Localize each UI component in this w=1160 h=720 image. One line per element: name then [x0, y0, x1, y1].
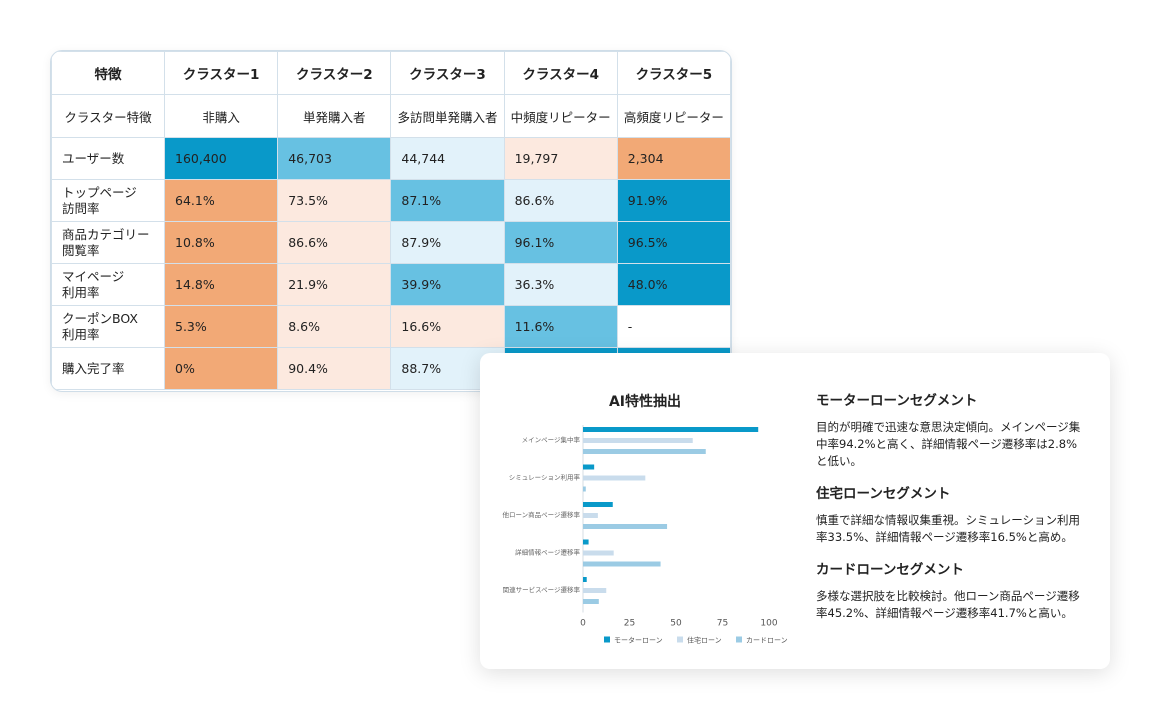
chart-bar — [583, 486, 586, 492]
table-cell: 48.0% — [616, 263, 731, 306]
table-cell: 86.6% — [503, 179, 618, 222]
subheader-label: クラスター特徴 — [51, 94, 165, 138]
table-cell: 46,703 — [277, 137, 392, 180]
table-cell: 2,304 — [616, 137, 731, 180]
chart-bar — [583, 588, 607, 593]
row-feature: 商品カテゴリー 閲覧率 — [51, 221, 165, 264]
segment-text-card: 多様な選択肢を比較検討。他ローン商品ページ遷移率45.2%、詳細情報ページ遷移率… — [816, 589, 1080, 620]
chart-bar — [583, 449, 706, 454]
table-cell: 14.8% — [163, 263, 279, 306]
table-cell: 36.3% — [503, 263, 618, 306]
x-tick-label: 0 — [580, 619, 586, 629]
category-label: 詳細情報ページ遷移率 — [515, 548, 580, 557]
table-cell: 16.6% — [390, 305, 505, 348]
table-row: マイページ 利用率 14.8% 21.9% 39.9% 36.3% 48.0% — [51, 263, 731, 306]
legend-label: モーターローン — [614, 636, 663, 645]
chart-bar — [583, 464, 595, 470]
segment-text-house: 慎重で詳細な情報収集重視。シミュレーション利用率33.5%、詳細情報ページ遷移率… — [816, 513, 1081, 544]
table-header-row: 特徴 クラスター1 クラスター2 クラスター3 クラスター4 クラスター5 — [51, 51, 731, 95]
segment-heading-house: 住宅ローンセグメント — [816, 486, 951, 502]
chart-bar — [583, 539, 589, 545]
cluster-table-card: 特徴 クラスター1 クラスター2 クラスター3 クラスター4 クラスター5 クラ… — [50, 50, 732, 392]
ai-analysis-card: AI特性抽出 メインページ集中率シミュレーション利用率他ローン商品ページ遷移率詳… — [480, 353, 1110, 669]
header-cluster-1: クラスター1 — [163, 51, 279, 95]
table-cell: 44,744 — [390, 137, 505, 180]
legend-swatch — [604, 636, 610, 643]
table-cell: 10.8% — [163, 221, 279, 264]
chart-bar — [583, 475, 646, 481]
chart-bar — [583, 550, 614, 556]
row-feature: クーポンBOX 利用率 — [51, 305, 165, 348]
subheader-cluster-1: 非購入 — [163, 94, 279, 138]
row-feature: マイページ 利用率 — [51, 263, 165, 306]
table-cell: 90.4% — [277, 347, 392, 390]
chart-bar — [583, 427, 759, 432]
x-tick-label: 75 — [717, 619, 728, 629]
legend-label: 住宅ローン — [687, 636, 722, 645]
table-cell: 91.9% — [616, 179, 731, 222]
row-feature: トップページ 訪問率 — [51, 179, 165, 222]
table-cell: 87.1% — [390, 179, 505, 222]
chart-bar — [583, 561, 661, 567]
table-cell: 87.9% — [390, 221, 505, 264]
table-cell: 86.6% — [277, 221, 392, 264]
subheader-cluster-2: 単発購入者 — [277, 94, 392, 138]
table-cell: 19,797 — [503, 137, 618, 180]
feature-bar-chart: メインページ集中率シミュレーション利用率他ローン商品ページ遷移率詳細情報ページ遷… — [502, 425, 788, 645]
header-cluster-3: クラスター3 — [390, 51, 505, 95]
chart-bar — [583, 599, 599, 604]
table-cell: 21.9% — [277, 263, 392, 306]
x-tick-label: 25 — [624, 619, 635, 629]
category-label: 他ローン商品ページ遷移率 — [502, 510, 580, 519]
table-cell: 64.1% — [163, 179, 279, 222]
chart-bar — [583, 577, 587, 582]
row-feature: ユーザー数 — [51, 137, 165, 180]
segment-descriptions: モーターローンセグメント 目的が明確で迅速な意思決定傾向。メインページ集中率94… — [816, 389, 1086, 634]
x-tick-label: 100 — [760, 619, 777, 629]
table-subheader-row: クラスター特徴 非購入 単発購入者 多訪問単発購入者 中頻度リピーター 高頻度リ… — [51, 94, 731, 138]
header-feature: 特徴 — [51, 51, 165, 95]
chart-bar — [583, 502, 613, 507]
chart-bar — [583, 438, 693, 443]
category-label: メインページ集中率 — [522, 435, 581, 444]
category-label: 関連サービスページ遷移率 — [503, 585, 581, 594]
subheader-cluster-5: 高頻度リピーター — [616, 94, 731, 138]
table-cell: 0% — [163, 347, 279, 390]
header-cluster-2: クラスター2 — [277, 51, 392, 95]
table-row: クーポンBOX 利用率 5.3% 8.6% 16.6% 11.6% - — [51, 305, 731, 348]
category-label: シミュレーション利用率 — [509, 473, 581, 482]
table-cell: 39.9% — [390, 263, 505, 306]
legend-swatch — [736, 636, 742, 643]
legend-label: カードローン — [746, 637, 788, 645]
segment-text-motor: 目的が明確で迅速な意思決定傾向。メインページ集中率94.2%と高く、詳細情報ペー… — [816, 420, 1081, 468]
chart-bar — [583, 513, 598, 518]
x-tick-label: 50 — [670, 619, 682, 629]
table-cell: 96.5% — [616, 221, 731, 264]
table-cell: 160,400 — [163, 137, 279, 180]
row-feature: 購入完了率 — [51, 347, 165, 390]
table-row: 商品カテゴリー 閲覧率 10.8% 86.6% 87.9% 96.1% 96.5% — [51, 221, 731, 264]
cluster-table: 特徴 クラスター1 クラスター2 クラスター3 クラスター4 クラスター5 クラ… — [51, 51, 731, 390]
subheader-cluster-4: 中頻度リピーター — [503, 94, 618, 138]
segment-heading-motor: モーターローンセグメント — [816, 393, 978, 409]
chart-bar — [583, 524, 668, 529]
header-cluster-5: クラスター5 — [616, 51, 731, 95]
table-cell: - — [616, 305, 731, 348]
legend-swatch — [677, 636, 683, 643]
chart-title: AI特性抽出 — [608, 394, 682, 410]
table-cell: 96.1% — [503, 221, 618, 264]
segment-heading-card: カードローンセグメント — [816, 562, 964, 578]
header-cluster-4: クラスター4 — [503, 51, 618, 95]
table-row: トップページ 訪問率 64.1% 73.5% 87.1% 86.6% 91.9% — [51, 179, 731, 222]
table-row: ユーザー数 160,400 46,703 44,744 19,797 2,304 — [51, 137, 731, 180]
table-cell: 73.5% — [277, 179, 392, 222]
table-cell: 11.6% — [503, 305, 618, 348]
table-cell: 8.6% — [277, 305, 392, 348]
subheader-cluster-3: 多訪問単発購入者 — [390, 94, 505, 138]
table-cell: 5.3% — [163, 305, 279, 348]
